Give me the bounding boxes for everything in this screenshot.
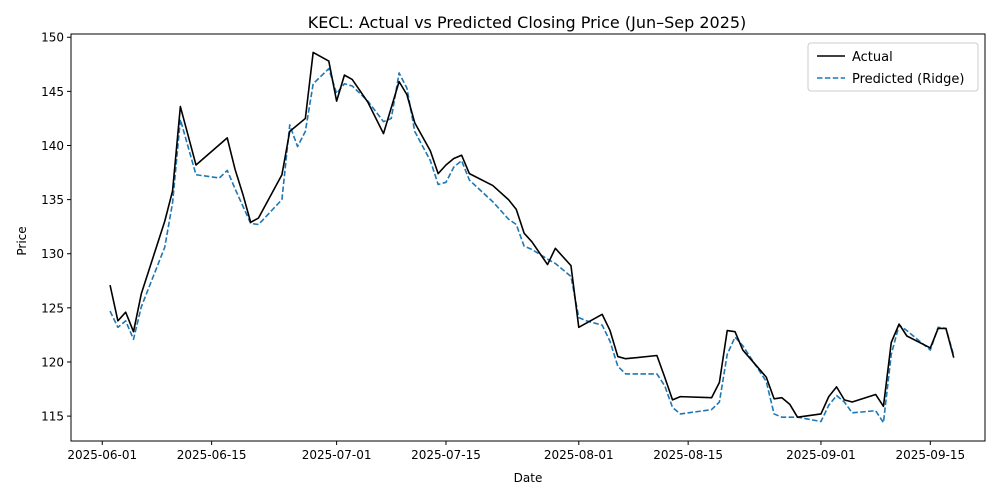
x-axis-label: Date — [514, 471, 543, 485]
y-tick-label: 150 — [41, 31, 64, 45]
legend-label: Actual — [852, 50, 893, 65]
y-tick-label: 120 — [41, 355, 64, 369]
y-tick-label: 115 — [41, 410, 64, 424]
legend-box — [807, 42, 979, 92]
x-tick-label: 2025-08-15 — [653, 448, 723, 462]
series-line-actual — [109, 51, 955, 418]
y-tick-label: 130 — [41, 247, 64, 261]
x-tick-label: 2025-07-01 — [302, 448, 372, 462]
y-tick-label: 135 — [41, 193, 64, 207]
x-tick-label: 2025-09-15 — [895, 448, 965, 462]
x-tick-label: 2025-06-15 — [177, 448, 247, 462]
y-axis-label: Price — [15, 226, 29, 255]
y-tick-label: 145 — [41, 85, 64, 99]
legend: Actual Predicted (Ridge) — [807, 42, 979, 92]
legend-label: Predicted (Ridge) — [852, 72, 964, 87]
plot-frame — [70, 33, 986, 442]
x-axis: 2025-06-01 2025-06-15 2025-07-01 2025-07-15… — [67, 441, 965, 462]
y-tick-label: 125 — [41, 301, 64, 315]
x-tick-label: 2025-09-01 — [786, 448, 856, 462]
x-tick-label: 2025-06-01 — [67, 448, 137, 462]
y-axis: 115 120 125 130 135 140 145 150 — [41, 31, 71, 424]
series-line-predicted — [109, 67, 955, 424]
series-layer — [109, 51, 955, 424]
chart-title: KECL: Actual vs Predicted Closing Price … — [308, 13, 747, 32]
x-tick-label: 2025-07-15 — [411, 448, 481, 462]
x-tick-label: 2025-08-01 — [544, 448, 614, 462]
y-tick-label: 140 — [41, 139, 64, 153]
